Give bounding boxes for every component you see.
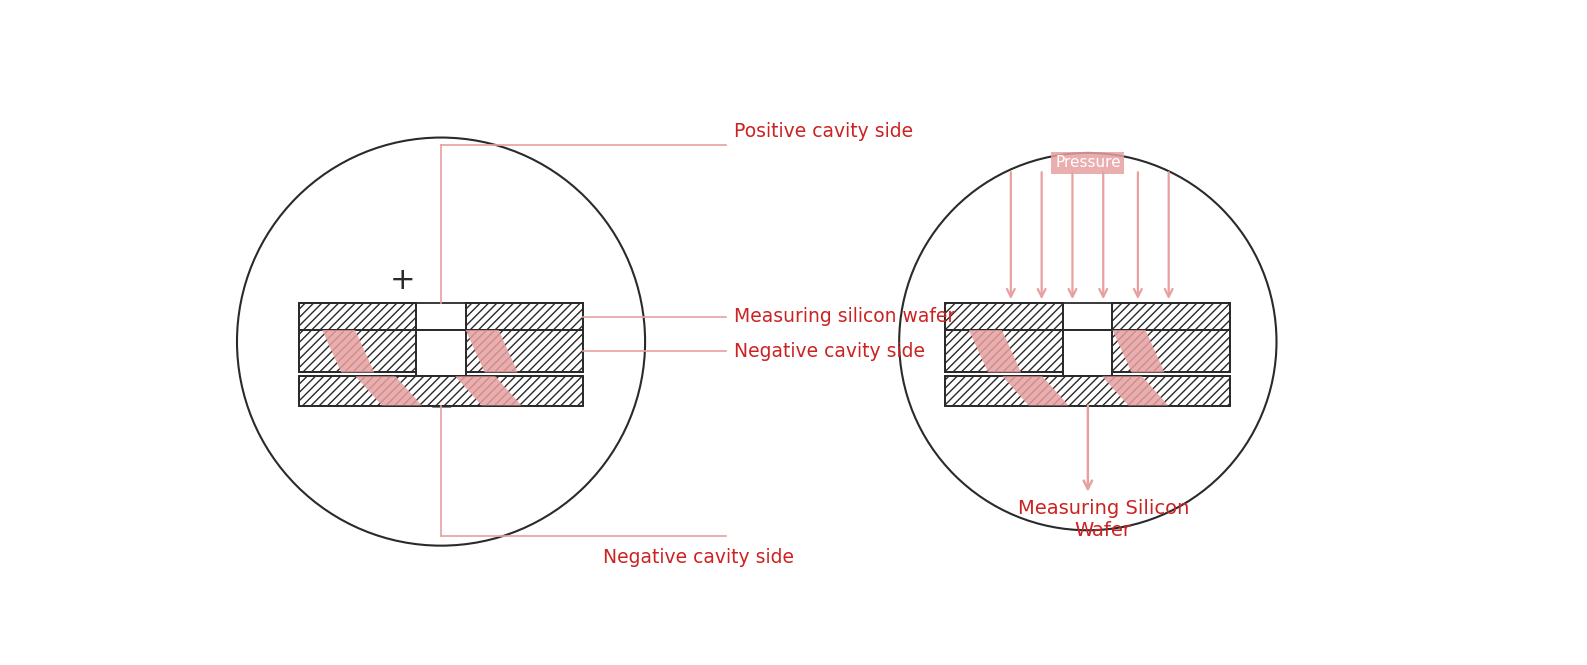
Polygon shape <box>355 376 422 406</box>
Bar <box>1112 303 1230 330</box>
Polygon shape <box>1101 376 1168 406</box>
Text: Measuring Silicon
Wafer: Measuring Silicon Wafer <box>1017 499 1189 541</box>
Bar <box>298 303 416 330</box>
Text: Measuring silicon wafer: Measuring silicon wafer <box>733 307 955 326</box>
Bar <box>416 330 465 376</box>
Bar <box>298 303 416 330</box>
Text: +: + <box>390 265 416 295</box>
Bar <box>946 303 1063 330</box>
Polygon shape <box>1003 376 1068 406</box>
Bar <box>298 376 584 406</box>
Circle shape <box>236 138 644 546</box>
Bar <box>416 330 465 376</box>
Text: Negative cavity side: Negative cavity side <box>733 342 925 360</box>
Text: Negative cavity side: Negative cavity side <box>603 548 794 567</box>
Bar <box>465 330 584 372</box>
Polygon shape <box>455 376 522 406</box>
Text: −: − <box>428 392 454 422</box>
Bar <box>465 330 584 372</box>
Polygon shape <box>970 330 1020 372</box>
Bar <box>946 376 1230 406</box>
Circle shape <box>900 153 1276 530</box>
Bar <box>946 330 1063 372</box>
Polygon shape <box>1112 330 1165 372</box>
Bar <box>1112 330 1230 372</box>
Text: Positive cavity side: Positive cavity side <box>733 122 913 142</box>
Bar <box>1112 330 1230 372</box>
Bar <box>465 303 584 330</box>
Bar <box>465 303 584 330</box>
Bar <box>946 330 1063 372</box>
Bar <box>946 376 1230 406</box>
Bar <box>298 330 416 372</box>
Polygon shape <box>465 330 517 372</box>
Bar <box>298 330 416 372</box>
Bar <box>946 303 1063 330</box>
Bar <box>298 376 584 406</box>
Bar <box>1112 303 1230 330</box>
Polygon shape <box>322 330 375 372</box>
Bar <box>1063 330 1112 376</box>
Text: Pressure: Pressure <box>1055 156 1120 170</box>
Bar <box>1063 330 1112 376</box>
